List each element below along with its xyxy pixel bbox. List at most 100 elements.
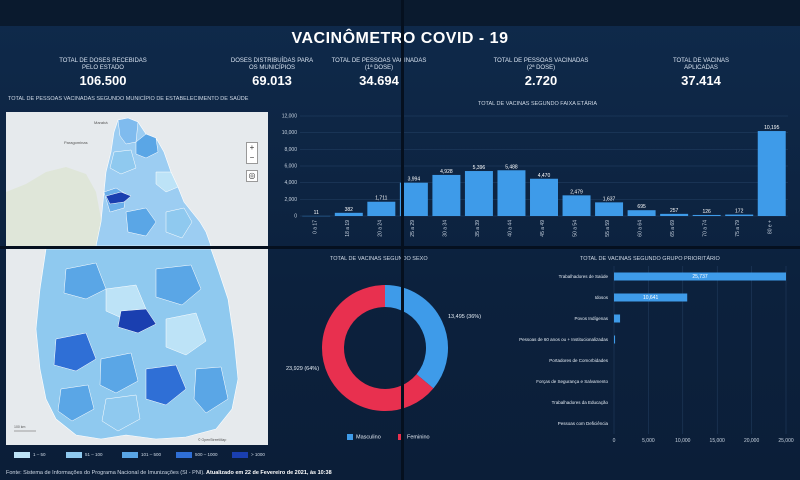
age-bar (627, 210, 656, 216)
donut-slice (322, 285, 434, 411)
x-tick-label: 30 a 34 (442, 220, 448, 237)
footer-source: Fonte: Sistema de Informações do Program… (6, 470, 332, 476)
top-bar (0, 0, 800, 26)
x-tick-label: 55 a 59 (605, 220, 611, 237)
map-state-south: 100 km © OpenStreetMap (6, 249, 268, 445)
bar-value-label: 10,641 (643, 295, 659, 301)
x-tick-label: 25 a 29 (410, 220, 416, 237)
x-tick-label: 65 a 69 (670, 220, 676, 237)
legend-swatch (232, 452, 248, 458)
age-bar (399, 182, 428, 216)
y-tick-label: 0 (294, 214, 297, 220)
kpi-label: TOTAL DE VACINAS APLICADAS (672, 58, 730, 71)
screen-bezel-vertical (401, 0, 404, 480)
y-tick-label: 12,000 (282, 114, 298, 120)
bar-value-label: 1,637 (603, 196, 616, 202)
sex-legend-male: Masculino (347, 434, 381, 440)
donut-female-label: 23,929 (64%) (286, 366, 320, 372)
legend-label: 51 – 100 (85, 452, 103, 457)
age-bar (757, 131, 786, 216)
legend-label: Feminino (407, 434, 430, 441)
legend-swatch (347, 434, 353, 440)
x-tick-label: 50 a 54 (573, 220, 579, 237)
bar-value-label: 5,488 (505, 164, 518, 170)
legend-swatch (14, 452, 30, 458)
map-title: TOTAL DE PESSOAS VACINADAS SEGUNDO MUNIC… (8, 96, 249, 102)
age-bar (660, 213, 689, 216)
x-tick-label: 35 a 39 (475, 220, 481, 237)
group-bar (614, 293, 688, 302)
group-category-label: Trabalhadores da Educação (551, 399, 608, 405)
kpi-value: 106.500 (79, 73, 127, 88)
legend-label: Masculino (356, 434, 381, 441)
age-bar (725, 214, 754, 216)
kpi-label: TOTAL DE DOSES RECEBIDAS PELO ESTADO (59, 58, 147, 71)
x-tick-label: 40 a 44 (507, 220, 513, 237)
bar-value-label: 2,479 (570, 189, 583, 195)
group-category-label: Idosos (594, 294, 608, 300)
kpi-first-dose: TOTAL DE PESSOAS VACINADAS (1ª DOSE) 34.… (309, 58, 449, 88)
y-tick-label: 2,000 (284, 197, 297, 203)
group-category-label: Forças de Segurança e Salvamento (536, 378, 608, 384)
kpi-total-applied: TOTAL DE VACINAS APLICADAS 37.414 (631, 58, 771, 88)
bar-value-label: 5,396 (473, 165, 486, 171)
age-chart-title: TOTAL DE VACINAS SEGUNDO FAIXA ETÁRIA (478, 101, 597, 107)
group-chart-title: TOTAL DE VACINAS SEGUNDO GRUPO PRIORITÁR… (580, 256, 720, 262)
kpi-value: 37.414 (681, 73, 721, 88)
bar-value-label: 172 (735, 209, 744, 215)
legend-label: 101 – 500 (141, 452, 162, 457)
map-scale-label: 100 km (14, 425, 26, 429)
age-bar (692, 214, 721, 216)
x-tick-label: 70 a 74 (703, 220, 709, 237)
kpi-value: 69.013 (252, 73, 292, 88)
locate-icon[interactable]: ◎ (246, 170, 258, 182)
group-category-label: Trabalhadores de Saúde (558, 273, 608, 279)
kpi-label: TOTAL DE PESSOAS VACINADAS (2ª DOSE) (493, 58, 589, 71)
x-tick-label: 5,000 (642, 438, 655, 444)
kpi-doses-distributed: DOSES DISTRIBUÍDAS PARA OS MUNICÍPIOS 69… (202, 58, 342, 88)
bar-value-label: 695 (637, 204, 646, 210)
kpi-label: DOSES DISTRIBUÍDAS PARA OS MUNICÍPIOS (230, 58, 314, 71)
kpi-label: TOTAL DE PESSOAS VACINADAS (1ª DOSE) (331, 58, 427, 71)
y-tick-label: 10,000 (282, 130, 298, 136)
group-category-label: Povos Indígenas (574, 315, 608, 321)
map-panel-bottom[interactable]: 100 km © OpenStreetMap (6, 249, 268, 445)
x-tick-label: 20 a 24 (377, 220, 383, 237)
x-tick-label: 0 a 17 (312, 220, 318, 234)
legend-swatch (122, 452, 138, 458)
x-tick-label: 60 a 64 (638, 220, 644, 237)
x-tick-label: 45 a 49 (540, 220, 546, 237)
x-tick-label: 80 e + (768, 220, 774, 234)
bar-value-label: 257 (670, 208, 679, 214)
age-bar (595, 202, 624, 216)
page-title: VACINÔMETRO COVID - 19 (291, 30, 509, 47)
group-bar-chart: 0 5,000 10,000 15,000 20,000 25,000 25,737 10,6… (613, 266, 794, 444)
age-bar (432, 174, 461, 216)
zoom-control[interactable]: + − (246, 142, 258, 164)
map-city-label: Paragominas (64, 140, 88, 145)
donut-male-label: 13,495 (36%) (448, 314, 482, 320)
map-state-north: Marabá Paragominas (6, 112, 268, 246)
legend-label: > 1000 (251, 452, 265, 457)
legend-swatch (66, 452, 82, 458)
map-legend: 1 – 50 51 – 100 101 – 500 500 – 1000 > 1… (6, 448, 268, 462)
legend-label: 500 – 1000 (195, 452, 218, 457)
group-bar (614, 335, 616, 344)
x-tick-label: 0 (613, 438, 616, 444)
map-panel-top[interactable]: Marabá Paragominas + − ◎ (6, 112, 268, 246)
kpi-second-dose: TOTAL DE PESSOAS VACINADAS (2ª DOSE) 2.7… (471, 58, 611, 88)
group-category-label: Pessoas com Deficiência (557, 420, 608, 426)
map-attribution: © OpenStreetMap (198, 438, 226, 442)
x-tick-label: 15,000 (710, 438, 726, 444)
bar-value-label: 4,470 (538, 173, 551, 179)
group-category-label: Portadores de Comorbidades (549, 357, 608, 363)
age-bar (497, 170, 526, 216)
bar-value-label: 3,994 (408, 177, 421, 183)
legend-label: 1 – 50 (33, 452, 46, 457)
bar-value-label: 4,928 (440, 169, 453, 175)
kpi-value: 34.694 (359, 73, 399, 88)
screen-bezel-horizontal (0, 246, 800, 249)
footer-source-text: Fonte: Sistema de Informações do Program… (6, 470, 205, 476)
age-bar (464, 171, 493, 216)
age-bar (367, 201, 396, 216)
